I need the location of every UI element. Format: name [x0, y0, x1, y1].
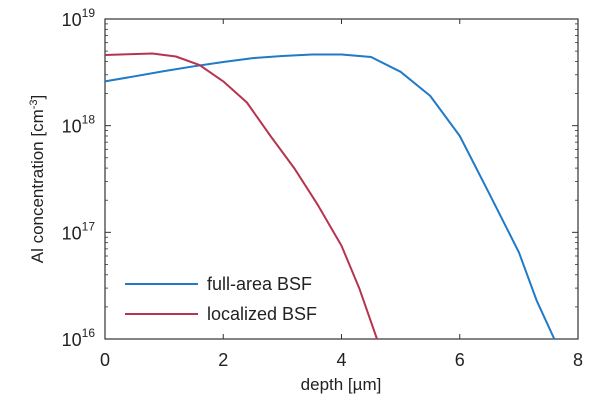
- series-lines: [104, 52, 556, 340]
- x-axis-ticks: 0 2 4 6 8: [100, 19, 583, 370]
- x-tick-label: 8: [573, 350, 583, 370]
- x-tick-label: 0: [100, 350, 110, 370]
- plot-frame: [104, 18, 579, 340]
- x-tick-label: 6: [455, 350, 465, 370]
- x-axis-title: depth [µm]: [301, 375, 382, 394]
- series-localized-bsf: [104, 52, 378, 340]
- plot-area: 0 2 4 6 8 1016 1017 1018 1019: [62, 6, 583, 370]
- legend-label-full-area: full-area BSF: [207, 274, 312, 294]
- y-tick-label: 1019: [62, 6, 96, 30]
- y-axis-title-main: Al concentration [cm: [28, 109, 47, 263]
- x-tick-label: 4: [336, 350, 346, 370]
- y-axis-ticks: 1016 1017 1018 1019: [62, 6, 578, 350]
- legend: full-area BSF localized BSF: [125, 274, 317, 324]
- y-tick-label: 1016: [62, 326, 96, 350]
- y-tick-label: 1018: [62, 113, 96, 137]
- x-tick-label: 2: [218, 350, 228, 370]
- y-axis-title-sup: -3: [28, 99, 40, 109]
- y-axis-title-suffix: ]: [28, 95, 47, 100]
- y-axis-title: Al concentration [cm-3]: [28, 95, 47, 264]
- series-full-area-bsf: [104, 53, 556, 340]
- y-tick-label: 1017: [62, 219, 96, 243]
- legend-label-localized: localized BSF: [207, 304, 317, 324]
